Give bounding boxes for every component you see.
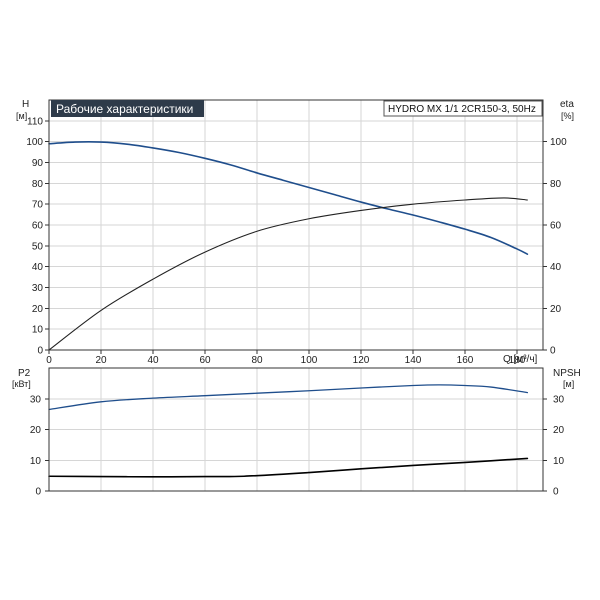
- y-right-tick-label: 60: [550, 221, 562, 232]
- p2-tick-label: 10: [30, 456, 42, 467]
- x-tick-label: 180: [509, 355, 526, 366]
- model-label-box: [383, 100, 543, 117]
- tick-layer: 0 20 40 60 80 100 120 140 160 1800102030405060708…: [26, 116, 567, 497]
- y-axis-left-label-top: H: [22, 99, 29, 110]
- y-left-tick-label: 80: [32, 179, 44, 190]
- y-left-tick-label: 0: [37, 346, 43, 357]
- y-left-tick-label: 10: [32, 325, 44, 336]
- y-right-tick-label: 100: [550, 137, 567, 148]
- power-curve: [48, 384, 529, 411]
- y-axis-right-label-top: eta: [560, 99, 574, 110]
- x-tick-label: 20: [95, 355, 107, 366]
- p2-tick-label: 30: [30, 394, 42, 405]
- npsh-curve: [48, 457, 529, 478]
- y-left-tick-label: 60: [32, 221, 44, 232]
- y-axis-right-unit-bottom: [м]: [563, 379, 574, 389]
- npsh-tick-label: 30: [553, 394, 565, 405]
- npsh-tick-label: 20: [553, 425, 565, 436]
- x-tick-label: 160: [457, 355, 474, 366]
- efficiency-curve: [48, 197, 528, 351]
- npsh-tick-label: 0: [553, 487, 559, 498]
- y-left-tick-label: 90: [32, 158, 44, 169]
- x-tick-label: 40: [147, 355, 159, 366]
- y-axis-left-unit-top: [м]: [16, 111, 27, 121]
- title-bar: [51, 100, 204, 117]
- y-left-tick-label: 20: [32, 304, 44, 315]
- y-axis-right-label-bottom: NPSH: [553, 368, 581, 379]
- y-right-tick-label: 0: [550, 346, 556, 357]
- bottom-panel-grid: [48, 368, 543, 492]
- x-axis-label: Q [м³/ч]: [503, 354, 538, 365]
- y-left-tick-label: 110: [27, 116, 43, 127]
- x-tick-label: 80: [251, 355, 263, 366]
- p2-tick-label: 20: [30, 425, 42, 436]
- x-tick-label: 140: [405, 355, 422, 366]
- head-curve: [48, 141, 529, 255]
- chart-title: Рабочие характеристики: [56, 102, 193, 116]
- top-panel-grid: [48, 100, 543, 351]
- model-label: HYDRO MX 1/1 2CR150-3, 50Hz: [388, 104, 536, 115]
- y-left-tick-label: 30: [32, 283, 44, 294]
- x-tick-label: 0: [46, 355, 52, 366]
- y-axis-left-label-bottom: P2: [18, 368, 31, 379]
- y-left-tick-label: 50: [32, 241, 44, 252]
- x-tick-label: 60: [199, 355, 211, 366]
- npsh-tick-label: 10: [553, 456, 565, 467]
- x-tick-label: 120: [353, 355, 370, 366]
- y-axis-left-unit-bottom: [кВт]: [12, 379, 31, 389]
- y-left-tick-label: 40: [32, 262, 44, 273]
- curves-layer: [48, 141, 529, 478]
- y-axis-right-unit-top: [%]: [561, 111, 574, 121]
- y-left-tick-label: 100: [26, 137, 43, 148]
- x-tick-label: 100: [301, 355, 318, 366]
- p2-tick-label: 0: [35, 487, 41, 498]
- y-right-tick-label: 20: [550, 304, 562, 315]
- y-right-tick-label: 40: [550, 262, 562, 273]
- y-left-tick-label: 70: [32, 200, 44, 211]
- y-right-tick-label: 80: [550, 179, 562, 190]
